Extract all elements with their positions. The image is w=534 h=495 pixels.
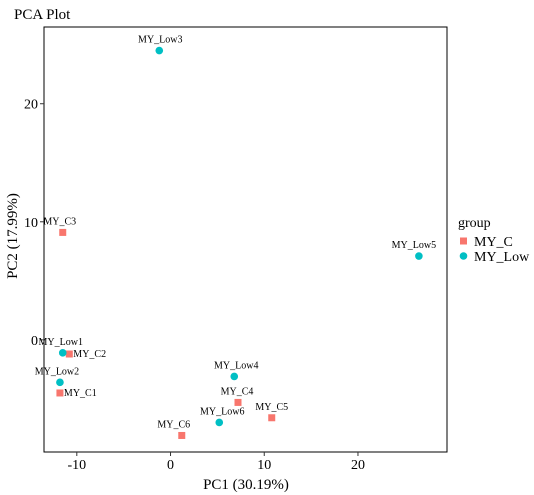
x-tick-label: 20 — [351, 458, 365, 473]
point-label: MY_C4 — [221, 386, 254, 397]
data-point-my-c2 — [65, 350, 73, 358]
legend-label: MY_C — [474, 235, 513, 250]
data-point-my-low3 — [155, 46, 164, 55]
legend-label: MY_Low — [474, 250, 530, 265]
data-points — [56, 46, 423, 439]
data-point-my-low2 — [56, 378, 64, 387]
x-tick-label: -10 — [67, 458, 86, 473]
data-point-my-low5 — [415, 252, 423, 260]
y-tick-label: 20 — [24, 98, 38, 113]
data-point-my-c4 — [234, 398, 242, 406]
chart-title: PCA Plot — [14, 7, 71, 23]
data-point-my-low1 — [58, 349, 67, 357]
plot-panel — [43, 26, 448, 453]
legend-key-my-low — [459, 252, 468, 260]
y-axis-title: PC2 (17.99%) — [5, 193, 21, 279]
point-label: MY_Low3 — [138, 35, 182, 46]
data-point-my-c3 — [59, 228, 67, 236]
y-tick-label: 10 — [24, 216, 38, 231]
point-label: MY_C1 — [64, 388, 97, 399]
point-label: MY_Low1 — [39, 337, 83, 348]
point-label: MY_C6 — [157, 419, 190, 430]
point-label: MY_C2 — [73, 349, 106, 360]
legend-key-my-c — [460, 237, 467, 245]
point-label: MY_Low5 — [392, 240, 436, 251]
legend: group MY_CMY_Low — [458, 216, 530, 265]
point-label: MY_Low4 — [214, 360, 258, 371]
x-tick-label: 10 — [257, 458, 271, 473]
legend-title: group — [458, 216, 491, 231]
point-label: MY_C3 — [43, 216, 76, 227]
data-point-my-low4 — [230, 372, 239, 381]
data-point-my-c5 — [268, 414, 276, 422]
data-point-my-c1 — [56, 389, 64, 397]
axis-ticks: -10 0 10 20 0 10 20 — [24, 98, 365, 473]
data-point-my-c6 — [178, 431, 186, 439]
x-axis-title: PC1 (30.19%) — [203, 477, 289, 493]
y-tick-label: 0 — [31, 334, 38, 349]
data-point-my-low6 — [215, 418, 224, 427]
point-label: MY_Low2 — [35, 366, 79, 377]
x-tick-label: 0 — [167, 458, 174, 473]
point-label: MY_C5 — [255, 402, 288, 413]
point-label: MY_Low6 — [200, 406, 244, 417]
